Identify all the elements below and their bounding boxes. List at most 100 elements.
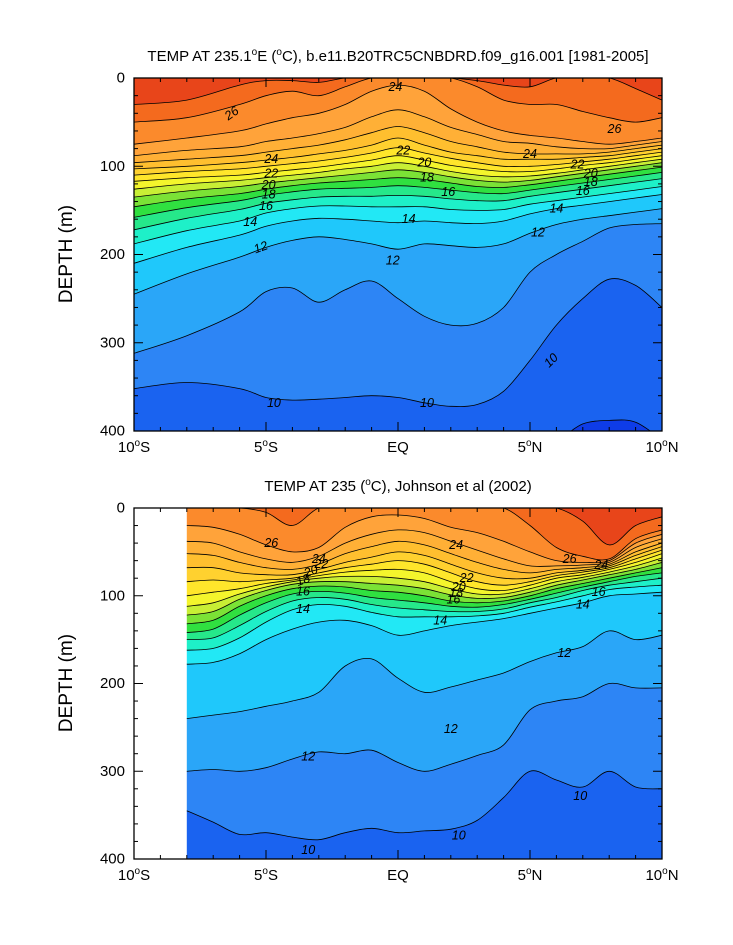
temp-band-19	[186, 553, 662, 607]
isotherm-12	[134, 208, 662, 295]
y-tick-label: 300	[100, 334, 125, 351]
contour-label-text: 18	[584, 175, 598, 189]
temp-band-21	[134, 138, 662, 176]
contour-label: 12	[252, 238, 270, 256]
contour-label-text: 24	[387, 80, 402, 94]
contour-label-text: 12	[252, 238, 270, 256]
isotherm-18	[186, 562, 662, 616]
y-tick-label: 100	[100, 158, 125, 175]
isotherm-19	[186, 557, 662, 607]
contour-label: 14	[576, 598, 590, 612]
contour-label: 10	[541, 351, 561, 371]
temp-band-8	[571, 419, 651, 431]
contour-label-text: 16	[441, 185, 455, 199]
isotherm-9	[570, 419, 651, 431]
contour-label-text: 20	[416, 156, 431, 170]
isotherm-10	[134, 278, 662, 407]
isotherm-14	[134, 186, 662, 245]
contour-label: 14	[402, 212, 416, 226]
isotherm-22	[186, 546, 662, 580]
isotherm-16	[186, 572, 662, 633]
contour-label-text: 26	[607, 122, 622, 136]
contour-label-text: 12	[531, 225, 545, 239]
contour-label: 20	[583, 166, 598, 180]
temp-band-9	[186, 770, 662, 859]
contour-label: 16	[592, 585, 606, 599]
x-tick-label: 5oS	[254, 438, 278, 456]
temp-band-24	[134, 85, 662, 156]
contour-label-text: 10	[573, 789, 587, 803]
contour-label: 12	[386, 254, 400, 268]
contour-label: 20	[451, 580, 466, 594]
temp-band-13	[134, 186, 662, 264]
isotherm-23	[186, 540, 662, 574]
y-tick-label: 400	[100, 851, 125, 868]
isotherm-15	[134, 178, 662, 231]
contour-label-text: 22	[313, 557, 328, 571]
contour-label-text: 24	[311, 552, 326, 566]
x-tick-label: EQ	[387, 867, 409, 884]
contour-label: 20	[416, 156, 431, 170]
contour-label-text: 12	[444, 722, 458, 736]
contour-label-text: 26	[263, 536, 278, 550]
y-tick-label: 0	[117, 70, 125, 87]
contour-label-text: 24	[593, 558, 608, 572]
isotherm-14	[186, 584, 662, 651]
contour-label: 14	[549, 202, 563, 216]
panel-title: TEMP AT 235 (oC), Johnson et al (2002)	[264, 477, 531, 495]
contour-label: 24	[311, 552, 326, 566]
contour-label: 10	[301, 843, 315, 857]
isotherm-20	[134, 155, 662, 182]
x-tick-label: 5oN	[518, 438, 543, 456]
isotherm-13	[134, 194, 662, 264]
contour-label-text: 26	[562, 552, 577, 566]
contour-label: 10	[420, 396, 434, 410]
x-tick-label: 5oN	[518, 866, 543, 884]
contour-label-text: 20	[583, 166, 598, 180]
temp-band-24	[186, 514, 662, 567]
temp-band-25	[134, 78, 662, 145]
x-tick-label: 5oS	[254, 866, 278, 884]
contour-label-text: 22	[570, 158, 585, 172]
contour-label: 10	[452, 828, 466, 842]
isotherm-21	[134, 147, 662, 176]
temp-band-16	[186, 567, 662, 633]
contour-label: 22	[459, 571, 474, 585]
isotherm-27	[186, 508, 662, 546]
isotherm-17	[186, 567, 662, 625]
temp-band-11	[186, 630, 662, 772]
x-tick-label: 10oS	[118, 866, 150, 884]
contour-label-text: 10	[420, 396, 434, 410]
contour-label: 18	[420, 171, 434, 185]
contour-label: 22	[395, 143, 410, 157]
contour-label: 10	[573, 789, 587, 803]
contour-label: 22	[313, 557, 328, 571]
contour-label-text: 20	[301, 562, 320, 580]
temp-band-17	[186, 562, 662, 624]
contour-label-text: 24	[263, 152, 278, 166]
contour-label: 24	[263, 152, 278, 166]
contour-label: 24	[522, 147, 537, 161]
contour-label-text: 10	[267, 396, 281, 410]
x-tick-label: 10oS	[118, 438, 150, 456]
isotherm-15	[186, 577, 662, 640]
temp-band-18	[186, 558, 662, 616]
contour-label: 18	[449, 586, 463, 600]
contour-label-text: 16	[592, 585, 606, 599]
contour-label: 24	[593, 558, 608, 572]
panel-title: TEMP AT 235.1oE (oC), b.e11.B20TRC5CNBDR…	[147, 47, 648, 65]
isotherm-25	[134, 84, 662, 145]
panel-model-section: TEMP AT 235.1oE (oC), b.e11.B20TRC5CNBDR…	[56, 47, 679, 456]
contour-label: 12	[301, 749, 315, 763]
isotherm-24	[186, 529, 662, 567]
panel-observed-section: TEMP AT 235 (oC), Johnson et al (2002) 2…	[56, 477, 679, 884]
contour-label-text: 12	[301, 749, 315, 763]
isotherm-11	[134, 223, 662, 354]
contour-label: 18	[294, 571, 312, 589]
y-tick-label: 200	[100, 675, 125, 692]
contour-label: 12	[531, 225, 545, 239]
x-tick-label: 10oN	[645, 438, 678, 456]
contour-label: 16	[446, 592, 460, 606]
isotherm-24	[134, 109, 662, 157]
